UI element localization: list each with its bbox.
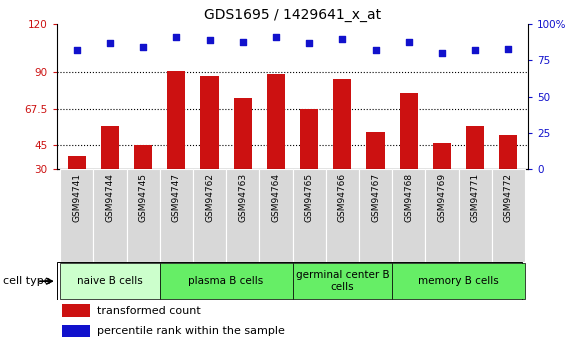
Bar <box>466 126 485 169</box>
Text: GSM94762: GSM94762 <box>205 173 214 222</box>
Point <box>504 46 513 51</box>
Bar <box>233 98 252 169</box>
Title: GDS1695 / 1429641_x_at: GDS1695 / 1429641_x_at <box>204 8 381 22</box>
Text: GSM94744: GSM94744 <box>106 173 114 221</box>
Bar <box>93 169 127 262</box>
Bar <box>160 169 193 262</box>
Bar <box>127 169 160 262</box>
Bar <box>293 263 392 299</box>
Point <box>139 45 148 50</box>
Point <box>106 40 115 46</box>
Text: memory B cells: memory B cells <box>418 276 499 286</box>
Bar <box>134 145 152 169</box>
Point <box>272 34 281 40</box>
Text: percentile rank within the sample: percentile rank within the sample <box>97 326 285 336</box>
Text: transformed count: transformed count <box>97 306 201 315</box>
Point <box>172 34 181 40</box>
Text: GSM94741: GSM94741 <box>72 173 81 222</box>
Text: plasma B cells: plasma B cells <box>189 276 264 286</box>
Point <box>470 48 479 53</box>
Text: GSM94769: GSM94769 <box>437 173 446 222</box>
Bar <box>333 79 352 169</box>
Bar <box>160 263 293 299</box>
Bar <box>61 325 90 337</box>
Text: naive B cells: naive B cells <box>77 276 143 286</box>
Bar <box>101 126 119 169</box>
Bar <box>433 143 451 169</box>
Bar <box>167 71 185 169</box>
Text: GSM94765: GSM94765 <box>304 173 314 222</box>
Bar <box>325 169 359 262</box>
Text: GSM94747: GSM94747 <box>172 173 181 222</box>
Text: germinal center B
cells: germinal center B cells <box>295 270 389 292</box>
Point <box>437 50 446 56</box>
Bar <box>60 169 93 262</box>
Bar <box>359 169 392 262</box>
Point <box>371 48 380 53</box>
Bar <box>193 169 226 262</box>
Bar <box>267 74 285 169</box>
Point <box>304 40 314 46</box>
Bar <box>400 93 418 169</box>
Bar <box>293 169 325 262</box>
Text: GSM94745: GSM94745 <box>139 173 148 222</box>
Bar <box>60 263 160 299</box>
Bar <box>226 169 260 262</box>
Text: GSM94763: GSM94763 <box>238 173 247 222</box>
Text: GSM94767: GSM94767 <box>371 173 380 222</box>
Bar <box>366 132 385 169</box>
Point <box>205 37 214 43</box>
Point <box>238 39 247 44</box>
Bar <box>260 169 293 262</box>
Text: GSM94764: GSM94764 <box>272 173 281 222</box>
Bar <box>458 169 492 262</box>
Bar <box>61 304 90 317</box>
Bar <box>499 135 517 169</box>
Text: GSM94766: GSM94766 <box>338 173 347 222</box>
Text: GSM94772: GSM94772 <box>504 173 513 222</box>
Bar <box>68 156 86 169</box>
Text: cell type: cell type <box>3 276 51 286</box>
Bar <box>300 109 318 169</box>
Bar <box>492 169 525 262</box>
Text: GSM94771: GSM94771 <box>471 173 479 222</box>
Point <box>404 39 414 44</box>
Bar <box>392 169 425 262</box>
Bar <box>425 169 458 262</box>
Text: GSM94768: GSM94768 <box>404 173 414 222</box>
Bar <box>392 263 525 299</box>
Point <box>338 36 347 41</box>
Bar <box>201 76 219 169</box>
Point <box>72 48 81 53</box>
